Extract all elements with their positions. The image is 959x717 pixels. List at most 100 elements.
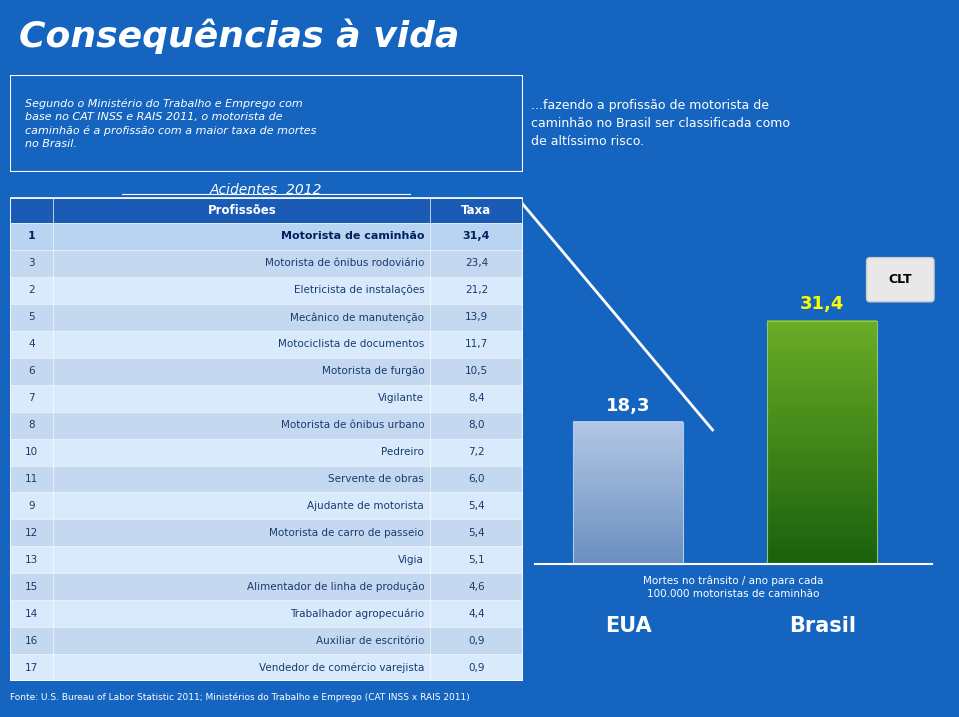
Text: 11: 11 — [25, 474, 38, 484]
Bar — [573, 426, 683, 429]
Bar — [573, 471, 683, 474]
Text: 8,0: 8,0 — [468, 420, 484, 430]
Bar — [573, 424, 683, 427]
Bar — [573, 422, 683, 424]
Bar — [573, 526, 683, 528]
Bar — [573, 509, 683, 512]
Bar — [573, 445, 683, 448]
Bar — [767, 490, 877, 495]
Bar — [573, 457, 683, 460]
Bar — [573, 530, 683, 533]
Bar — [767, 523, 877, 527]
Bar — [573, 539, 683, 542]
Bar — [573, 455, 683, 457]
Bar — [767, 470, 877, 475]
Bar — [767, 353, 877, 357]
Bar — [573, 497, 683, 500]
Text: Brasil: Brasil — [788, 617, 855, 637]
Text: 21,2: 21,2 — [465, 285, 488, 295]
Text: 7: 7 — [28, 393, 35, 403]
Text: 0,9: 0,9 — [468, 636, 484, 646]
Bar — [767, 526, 877, 531]
Text: 31,4: 31,4 — [463, 232, 490, 242]
Text: 8,4: 8,4 — [468, 393, 485, 403]
Bar — [767, 324, 877, 328]
Bar — [573, 488, 683, 490]
Bar — [767, 389, 877, 394]
Bar — [767, 369, 877, 373]
Bar — [767, 405, 877, 409]
Bar — [10, 465, 523, 493]
Bar — [573, 521, 683, 523]
Bar — [573, 483, 683, 485]
Text: 6,0: 6,0 — [468, 474, 484, 484]
Text: Motorista de furgão: Motorista de furgão — [321, 366, 424, 376]
Bar — [767, 482, 877, 487]
Bar — [767, 462, 877, 466]
Text: ...fazendo a profissão de motorista de
caminhão no Brasil ser classificada como
: ...fazendo a profissão de motorista de c… — [531, 99, 790, 148]
Bar — [10, 277, 523, 304]
Bar — [10, 358, 523, 385]
Bar — [573, 559, 683, 561]
Bar — [10, 574, 523, 600]
Bar — [10, 654, 523, 681]
Bar — [573, 528, 683, 531]
Text: Segundo o Ministério do Trabalho e Emprego com
base no CAT INSS e RAIS 2011, o m: Segundo o Ministério do Trabalho e Empre… — [25, 98, 316, 149]
Bar — [573, 551, 683, 554]
Bar — [573, 450, 683, 452]
Bar — [10, 493, 523, 519]
Text: Alimentador de linha de produção: Alimentador de linha de produção — [246, 581, 424, 592]
Text: EUA: EUA — [605, 617, 651, 637]
Text: 14: 14 — [25, 609, 38, 619]
Text: 4,6: 4,6 — [468, 581, 485, 592]
Bar — [767, 417, 877, 422]
Bar — [573, 476, 683, 478]
Bar — [573, 433, 683, 436]
Bar — [573, 464, 683, 467]
Bar — [573, 556, 683, 559]
Bar — [573, 459, 683, 462]
Bar — [767, 341, 877, 345]
Text: CLT: CLT — [888, 273, 912, 286]
Text: Fonte: U.S. Bureau of Labor Statistic 2011; Ministérios do Trabalho e Emprego (C: Fonte: U.S. Bureau of Labor Statistic 20… — [10, 693, 469, 702]
Text: 13: 13 — [25, 555, 38, 565]
Bar — [767, 385, 877, 389]
Bar — [767, 320, 877, 564]
Text: Mecânico de manutenção: Mecânico de manutenção — [291, 312, 424, 323]
Text: 5: 5 — [28, 313, 35, 323]
Text: 15: 15 — [25, 581, 38, 592]
Bar — [767, 446, 877, 450]
Bar — [10, 439, 523, 465]
Bar — [573, 546, 683, 549]
Text: 31,4: 31,4 — [800, 295, 845, 313]
Bar — [573, 537, 683, 540]
Bar — [767, 474, 877, 478]
Text: 6: 6 — [28, 366, 35, 376]
Bar — [767, 506, 877, 511]
Bar — [573, 504, 683, 507]
Text: Motorista de carro de passeio: Motorista de carro de passeio — [269, 528, 424, 538]
Text: Motorista de caminhão: Motorista de caminhão — [281, 232, 424, 242]
Bar — [573, 533, 683, 535]
Text: Motorista de ônibus rodoviário: Motorista de ônibus rodoviário — [265, 258, 424, 268]
Text: Motorista de ônibus urbano: Motorista de ônibus urbano — [281, 420, 424, 430]
Bar — [10, 627, 523, 654]
Bar — [767, 373, 877, 377]
Bar — [767, 393, 877, 397]
Text: 16: 16 — [25, 636, 38, 646]
Bar — [767, 535, 877, 539]
Text: 11,7: 11,7 — [465, 339, 488, 349]
Bar — [767, 356, 877, 361]
Text: 0,9: 0,9 — [468, 663, 484, 673]
Text: 18,3: 18,3 — [606, 397, 650, 414]
Bar — [767, 344, 877, 349]
Bar — [767, 376, 877, 381]
Bar — [573, 523, 683, 526]
Bar — [573, 506, 683, 509]
Bar — [10, 331, 523, 358]
Text: 1: 1 — [28, 232, 35, 242]
Bar — [767, 401, 877, 406]
Bar — [767, 381, 877, 385]
Bar — [10, 304, 523, 331]
Bar — [573, 495, 683, 498]
